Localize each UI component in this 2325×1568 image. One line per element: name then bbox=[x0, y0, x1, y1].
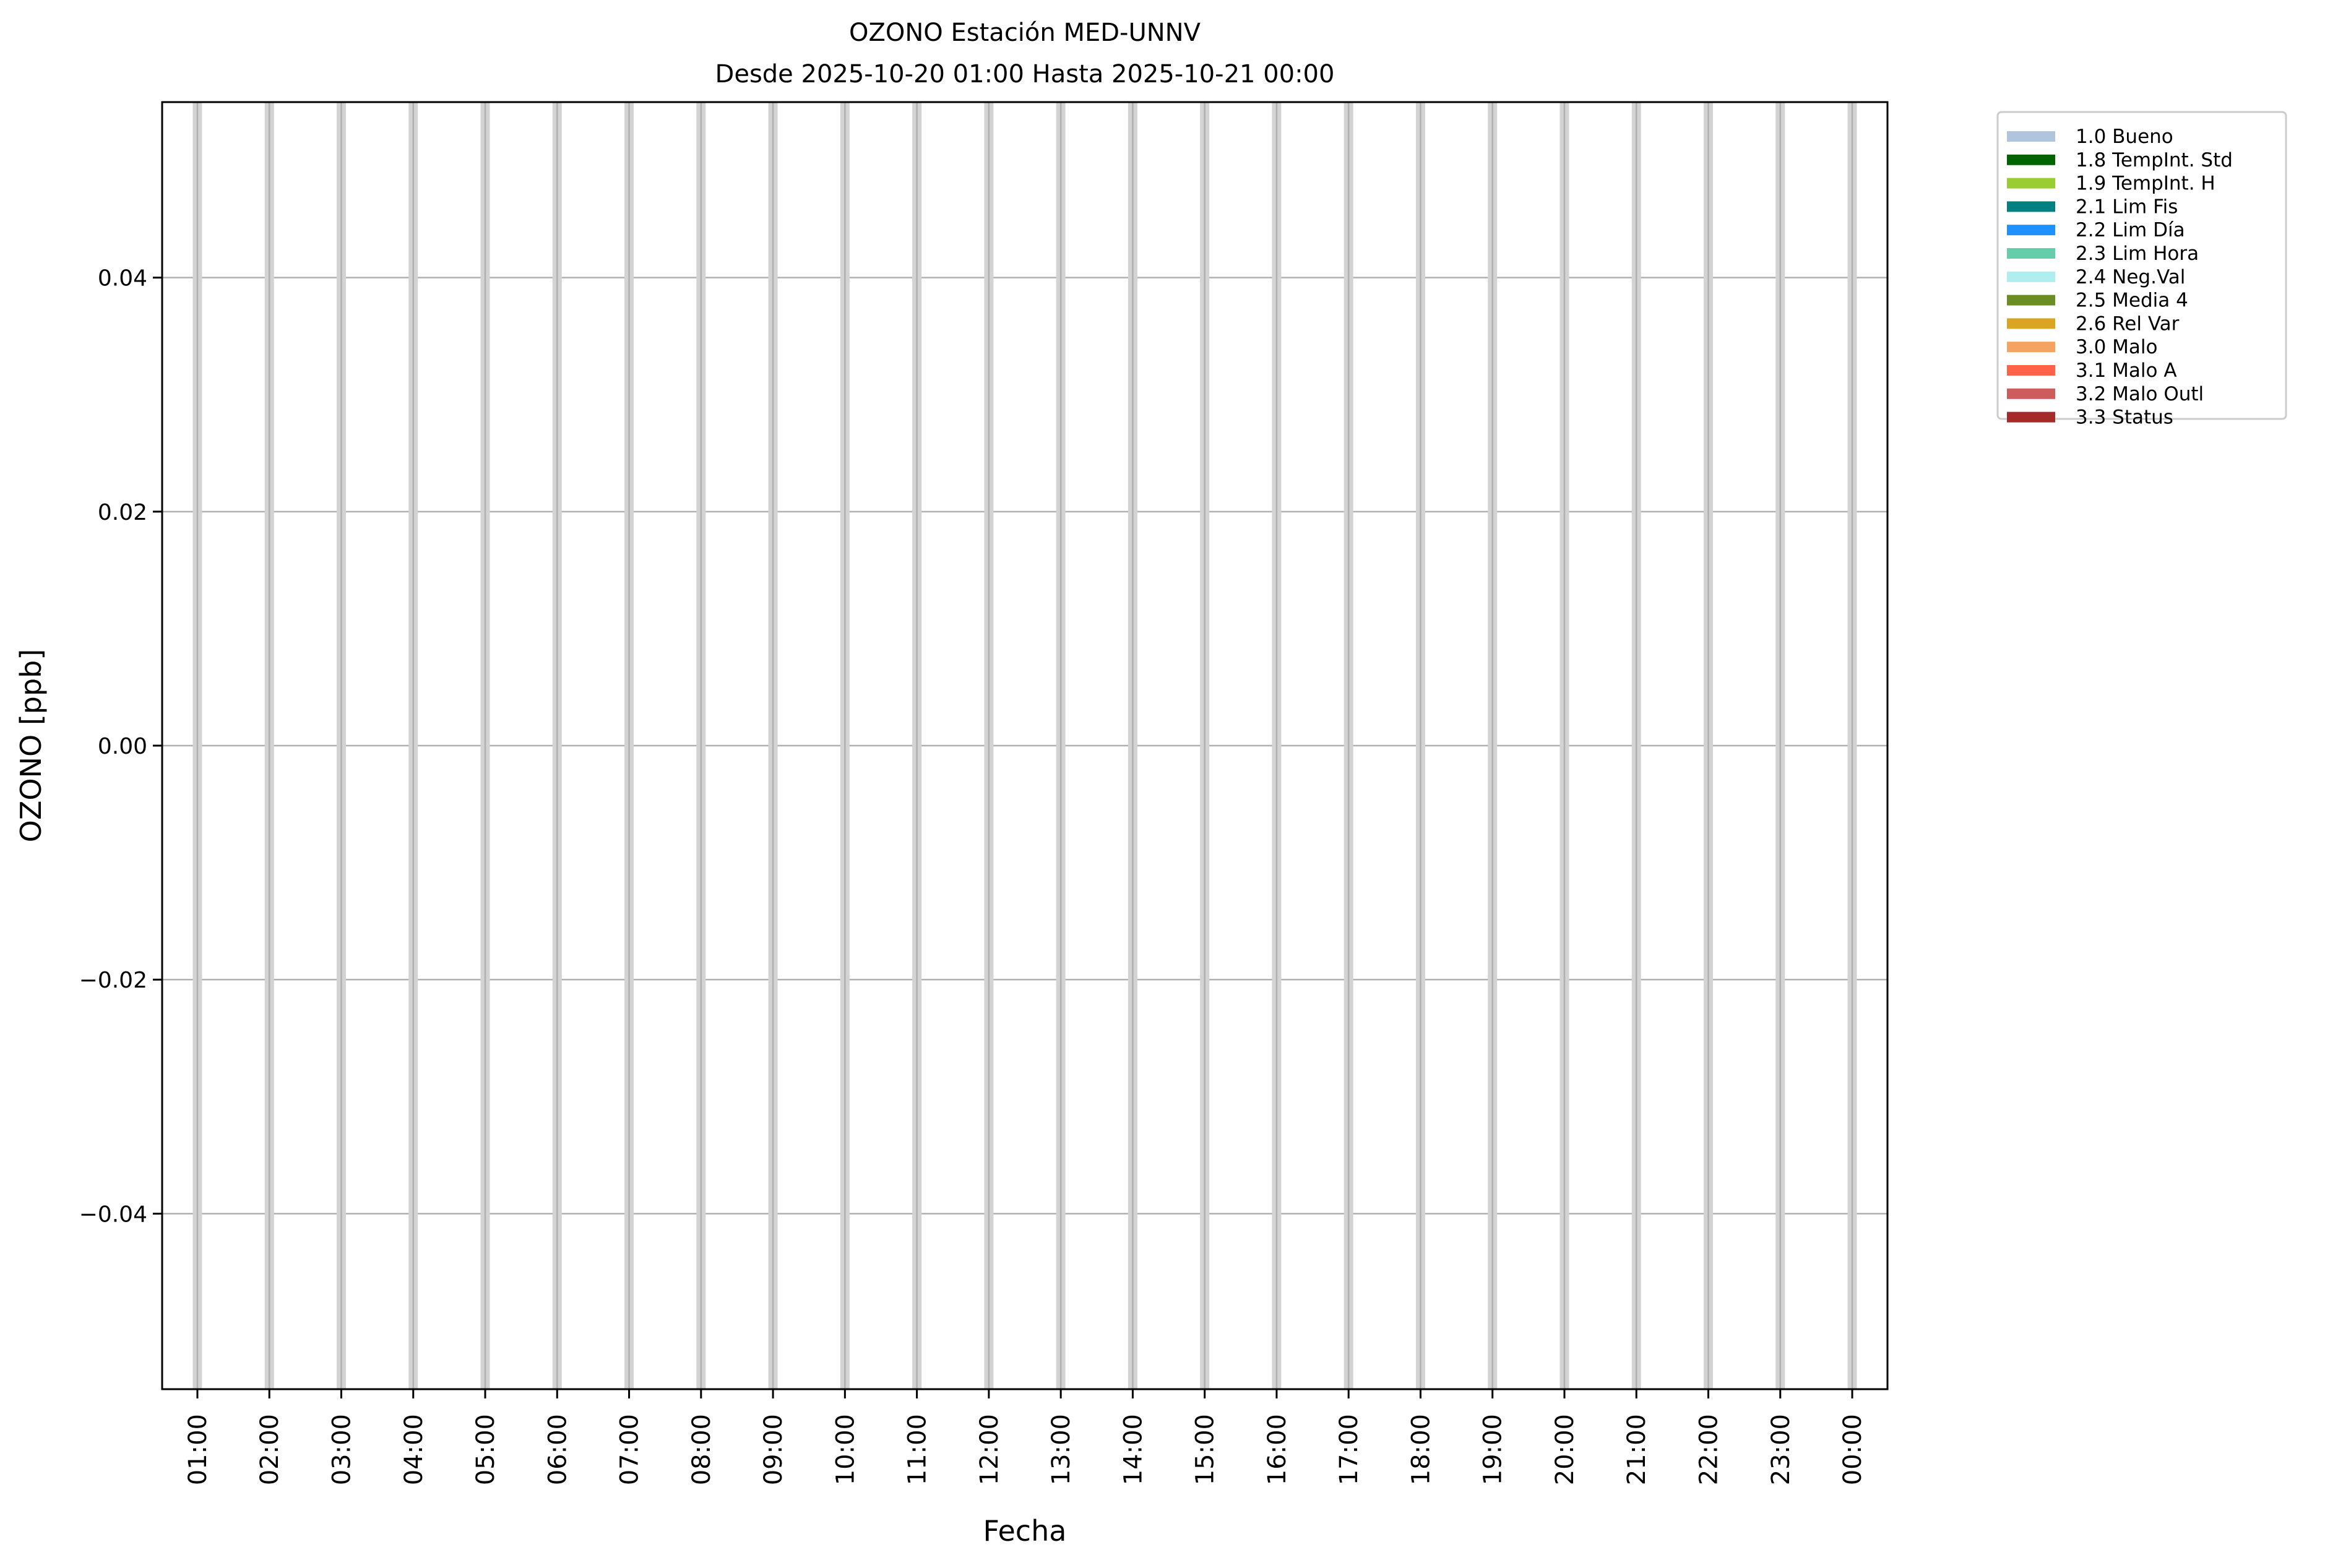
x-tick-label: 20:00 bbox=[1551, 1414, 1579, 1485]
x-tick-label: 23:00 bbox=[1767, 1414, 1795, 1485]
legend-swatch bbox=[2007, 248, 2055, 259]
y-axis-label: OZONO [ppb] bbox=[14, 649, 48, 843]
legend-label: 2.6 Rel Var bbox=[2076, 312, 2180, 335]
legend-swatch bbox=[2007, 178, 2055, 189]
legend-item: 3.3 Status bbox=[2007, 407, 2173, 429]
y-tick-label: 0.00 bbox=[98, 734, 147, 759]
x-tick-label: 06:00 bbox=[543, 1414, 572, 1485]
legend-item: 3.1 Malo A bbox=[2007, 360, 2177, 382]
legend-swatch bbox=[2007, 318, 2055, 329]
x-tick-label: 18:00 bbox=[1407, 1414, 1435, 1485]
chart-subtitle: Desde 2025-10-20 01:00 Hasta 2025-10-21 … bbox=[715, 60, 1335, 88]
x-tick-label: 16:00 bbox=[1263, 1414, 1292, 1485]
legend-label: 3.3 Status bbox=[2076, 407, 2173, 429]
x-tick-label: 07:00 bbox=[616, 1414, 644, 1485]
legend-label: 2.4 Neg.Val bbox=[2076, 266, 2185, 288]
y-tick-label: −0.04 bbox=[79, 1202, 147, 1227]
x-tick-label: 21:00 bbox=[1623, 1414, 1651, 1485]
legend-item: 2.3 Lim Hora bbox=[2007, 243, 2199, 265]
legend-item: 1.0 Bueno bbox=[2007, 126, 2173, 148]
legend-swatch bbox=[2007, 131, 2055, 142]
chart-title: OZONO Estación MED-UNNV bbox=[849, 19, 1201, 47]
x-axis: 01:00 02:00 03:00 04:00 05:00 06:00 07:00 08:00… bbox=[184, 1389, 1867, 1485]
x-tick-label: 19:00 bbox=[1479, 1414, 1508, 1485]
x-tick-label: 01:00 bbox=[184, 1414, 212, 1485]
x-tick-label: 02:00 bbox=[256, 1414, 284, 1485]
x-tick-label: 13:00 bbox=[1047, 1414, 1076, 1485]
legend-label: 2.2 Lim Día bbox=[2076, 219, 2185, 241]
x-tick-label: 14:00 bbox=[1119, 1414, 1147, 1485]
legend-label: 1.0 Bueno bbox=[2076, 126, 2173, 148]
legend-item: 3.0 Malo bbox=[2007, 336, 2157, 358]
x-tick-label: 03:00 bbox=[327, 1414, 356, 1485]
legend-frame bbox=[1996, 111, 2287, 420]
y-tick-label: 0.04 bbox=[98, 266, 147, 291]
legend-swatch bbox=[2007, 271, 2055, 282]
x-tick-label: 15:00 bbox=[1191, 1414, 1220, 1485]
x-axis-label: Fecha bbox=[983, 1514, 1067, 1548]
legend-item: 3.2 Malo Outl bbox=[2007, 383, 2204, 405]
x-tick-label: 17:00 bbox=[1335, 1414, 1363, 1485]
legend-label: 1.8 TempInt. Std bbox=[2076, 149, 2233, 171]
legend-label: 3.2 Malo Outl bbox=[2076, 383, 2204, 405]
legend-label: 3.0 Malo bbox=[2076, 336, 2157, 358]
legend-item: 2.4 Neg.Val bbox=[2007, 266, 2185, 288]
y-tick-label: −0.02 bbox=[79, 968, 147, 993]
legend-swatch bbox=[2007, 388, 2055, 399]
y-tick-label: 0.02 bbox=[98, 500, 147, 525]
legend-label: 1.9 TempInt. H bbox=[2076, 173, 2215, 195]
legend-label: 2.3 Lim Hora bbox=[2076, 243, 2199, 265]
legend-item: 1.8 TempInt. Std bbox=[2007, 149, 2233, 171]
legend-swatch bbox=[2007, 365, 2055, 376]
legend-swatch bbox=[2007, 295, 2055, 306]
legend-swatch bbox=[2007, 342, 2055, 353]
legend-item: 2.2 Lim Día bbox=[2007, 219, 2185, 241]
x-tick-label: 11:00 bbox=[904, 1414, 932, 1485]
x-tick-label: 10:00 bbox=[831, 1414, 860, 1485]
x-tick-label: 12:00 bbox=[975, 1414, 1004, 1485]
legend-swatch bbox=[2007, 411, 2055, 423]
grid bbox=[162, 102, 1887, 1389]
legend-swatch bbox=[2007, 154, 2055, 165]
y-axis: 0.04 0.02 0.00 −0.02 −0.04 bbox=[79, 266, 162, 1227]
x-tick-label: 09:00 bbox=[759, 1414, 788, 1485]
x-tick-label: 22:00 bbox=[1695, 1414, 1723, 1485]
legend-item: 2.6 Rel Var bbox=[2007, 312, 2180, 335]
x-tick-label: 05:00 bbox=[472, 1414, 500, 1485]
legend-label: 2.1 Lim Fis bbox=[2076, 196, 2178, 218]
legend-item: 2.1 Lim Fis bbox=[2007, 196, 2178, 218]
legend-item: 2.5 Media 4 bbox=[2007, 290, 2188, 312]
legend-label: 3.1 Malo A bbox=[2076, 360, 2177, 382]
x-tick-label: 00:00 bbox=[1839, 1414, 1867, 1485]
legend-item: 1.9 TempInt. H bbox=[2007, 173, 2215, 195]
legend-label: 2.5 Media 4 bbox=[2076, 290, 2188, 312]
x-tick-label: 04:00 bbox=[400, 1414, 428, 1485]
legend-swatch bbox=[2007, 225, 2055, 236]
legend-swatch bbox=[2007, 201, 2055, 212]
x-tick-label: 08:00 bbox=[688, 1414, 716, 1485]
